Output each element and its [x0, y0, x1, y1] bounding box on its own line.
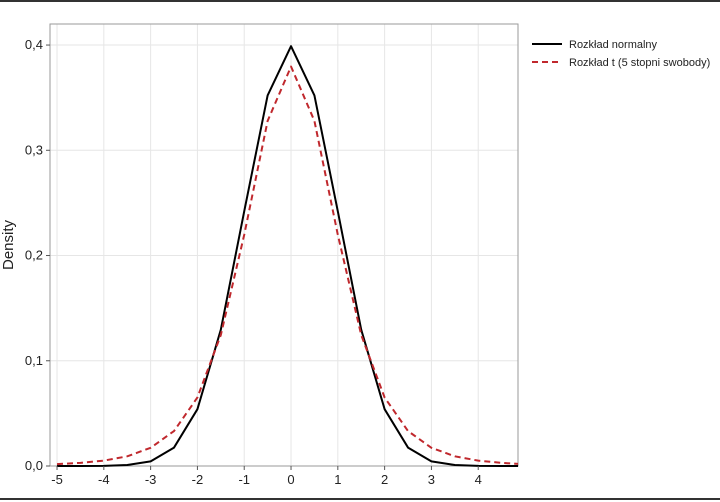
x-axis: -5 -4 -3 -2 -1 0 1 2 3 4 — [51, 466, 482, 487]
series-lines — [56, 45, 519, 467]
grid-lines — [50, 24, 518, 467]
x-tick-label: -3 — [145, 472, 157, 487]
x-tick-label: 3 — [428, 472, 435, 487]
x-tick-label: 4 — [475, 472, 482, 487]
y-axis-title: Density — [0, 219, 17, 270]
y-tick-label: 0,4 — [25, 37, 43, 52]
t-distribution-line — [56, 65, 519, 466]
x-tick-label: 2 — [381, 472, 388, 487]
normal-distribution-line — [57, 45, 518, 467]
legend: Rozkład normalny Rozkład t (5 stopni swob… — [532, 39, 710, 69]
legend-label: Rozkład t (5 stopni swobody) — [569, 57, 710, 69]
x-tick-label: -5 — [51, 472, 63, 487]
x-tick-label: -1 — [238, 472, 250, 487]
x-tick-label: -4 — [98, 472, 110, 487]
y-tick-label: 0,0 — [25, 458, 43, 473]
x-tick-label: 0 — [287, 472, 294, 487]
x-tick-label: -2 — [192, 472, 204, 487]
y-tick-label: 0,3 — [25, 142, 43, 157]
x-tick-label: 1 — [334, 472, 341, 487]
y-axis: 0,0 0,1 0,2 0,3 0,4 — [25, 37, 50, 473]
legend-label: Rozkład normalny — [569, 39, 658, 51]
y-tick-label: 0,2 — [25, 248, 43, 263]
y-tick-label: 0,1 — [25, 353, 43, 368]
plot-area-border — [49, 23, 519, 467]
